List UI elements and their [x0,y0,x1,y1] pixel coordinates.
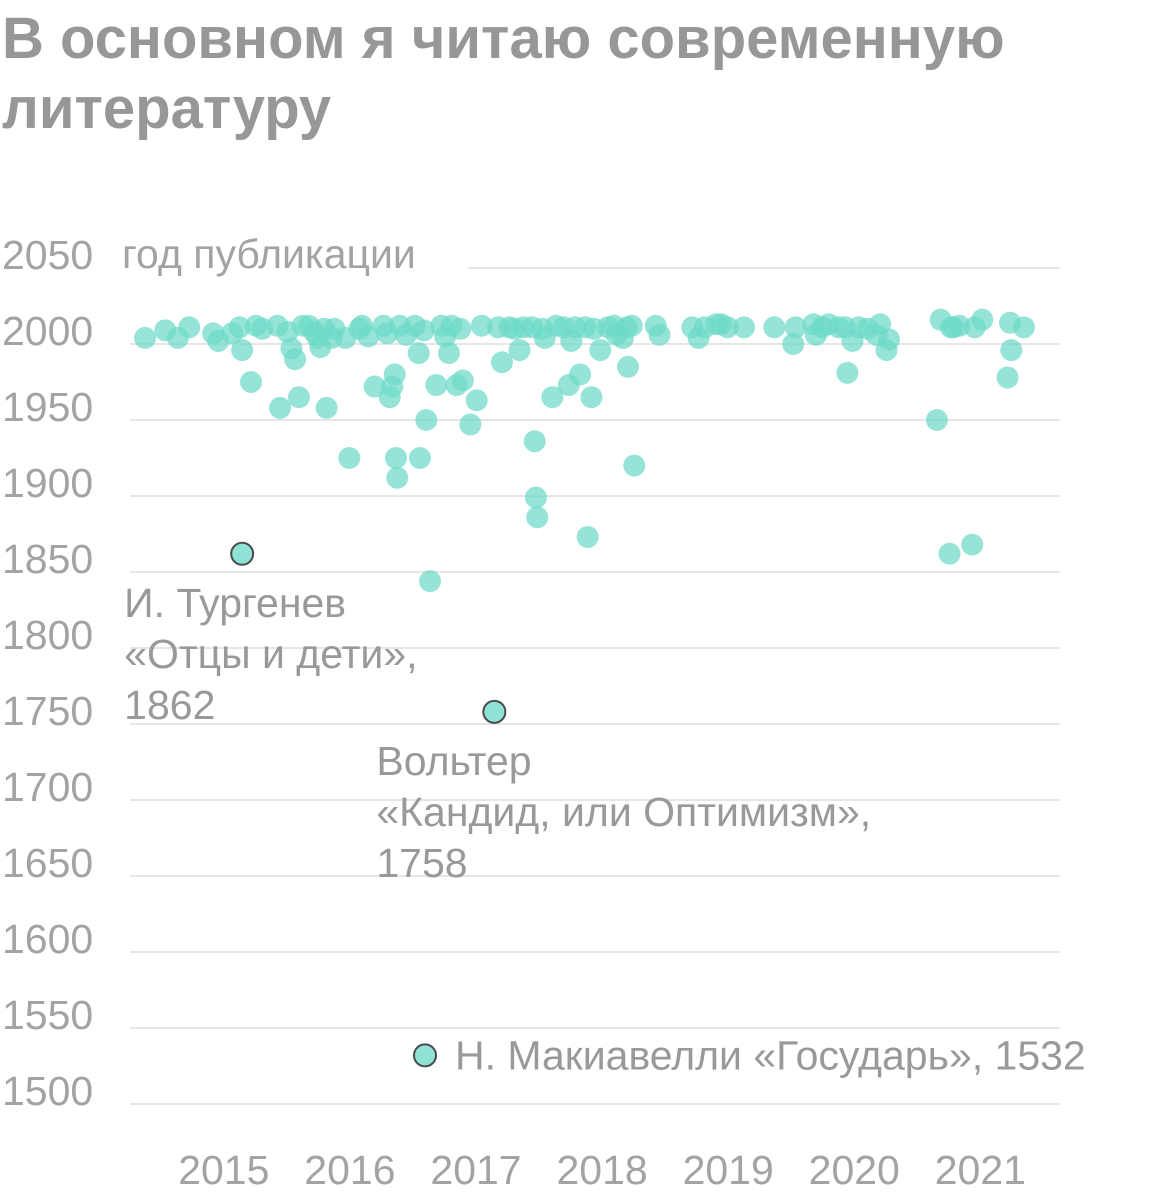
data-point [287,386,310,409]
data-point [451,369,474,392]
highlight-annotation: И. Тургенев «Отцы и дети», 1862 [124,541,418,728]
data-point [782,333,805,355]
chart-title: В основном я читаю современную литератур… [2,6,1005,141]
y-tick-label: 1900 [2,460,93,506]
data-point [784,316,807,339]
x-tick-label: 2019 [683,1147,774,1193]
data-point [408,447,431,469]
data-point [971,308,994,331]
data-point [580,386,603,409]
data-point [449,317,472,340]
x-tick-label: 2018 [556,1147,647,1193]
y-tick-label: 1800 [2,612,93,658]
y-tick-label: 1850 [2,536,93,582]
y-tick-label: 2050 [2,232,93,278]
data-point [716,316,739,339]
data-point [490,351,513,374]
highlight-point [482,699,507,724]
y-axis-unit-label: год публикации [122,231,416,277]
data-point [938,542,961,565]
y-tick-label: 1750 [2,688,93,734]
data-point [878,328,900,351]
x-tick-label: 2021 [935,1147,1026,1193]
data-point [338,447,361,469]
x-axis-ticks: 2015 2016 2017 2018 2019 2020 2021 [178,1147,1026,1193]
data-point [961,533,984,556]
y-tick-label: 1550 [2,992,93,1038]
data-point [425,374,448,397]
data-points [134,308,1035,593]
data-point [412,319,435,342]
data-point [1000,339,1023,362]
highlight-point [230,541,255,566]
data-point [523,430,546,453]
data-point [437,342,460,365]
y-tick-label: 1500 [2,1068,93,1114]
annotation-label: Вольтер [376,738,531,784]
data-point [465,389,488,412]
x-tick-label: 2017 [430,1147,521,1193]
data-point [228,316,251,339]
data-point [386,466,409,489]
data-point [589,339,612,362]
highlighted-points: И. Тургенев «Отцы и дети», 1862 Вольтер «Кан… [124,541,1086,1078]
x-tick-label: 2020 [809,1147,900,1193]
annotation-label: 1758 [376,840,467,886]
x-tick-label: 2015 [178,1147,269,1193]
y-tick-label: 1700 [2,764,93,810]
data-point [617,355,639,378]
data-point [383,363,406,386]
data-point [623,454,646,477]
data-point [925,409,948,431]
data-point [541,386,564,409]
data-point [620,314,643,337]
highlight-annotation: Вольтер «Кандид, или Оптимизм», 1758 [376,699,871,886]
data-point [526,506,549,529]
data-point [385,447,407,469]
highlight-annotation: Н. Макиавелли «Государь», 1532 [413,1032,1086,1078]
y-tick-label: 1950 [2,384,93,430]
data-point [648,323,671,346]
grid-lines [130,267,1060,1105]
data-point [524,486,547,509]
highlight-point [413,1043,437,1068]
data-point [470,314,493,337]
data-point [508,339,531,362]
data-point [407,342,430,365]
annotation-label: И. Тургенев [124,580,346,626]
x-tick-label: 2016 [304,1147,395,1193]
data-point [996,366,1019,389]
y-tick-label: 2000 [2,308,93,354]
y-tick-label: 1600 [2,916,93,962]
data-point [240,371,262,393]
data-point [269,396,291,419]
data-point [231,339,254,362]
data-point [733,316,755,339]
data-point [415,409,438,431]
data-point [576,526,599,549]
y-tick-label: 1650 [2,840,93,886]
data-point [419,570,442,593]
data-point [1012,316,1035,339]
annotation-label: 1862 [124,682,215,728]
data-point [178,316,201,339]
annotation-label: Н. Макиавелли «Государь», 1532 [455,1032,1086,1078]
data-point [763,316,786,339]
data-point [836,361,859,384]
data-point [134,326,157,349]
annotation-label: «Отцы и дети», [124,631,417,677]
data-point [569,363,592,386]
data-point [284,348,307,371]
data-point [459,413,482,436]
annotation-label: «Кандид, или Оптимизм», [376,789,871,835]
data-point [315,396,338,419]
y-axis-ticks: 2050 2000 1950 1900 1850 1800 1750 1700 1650 1600… [2,232,93,1114]
